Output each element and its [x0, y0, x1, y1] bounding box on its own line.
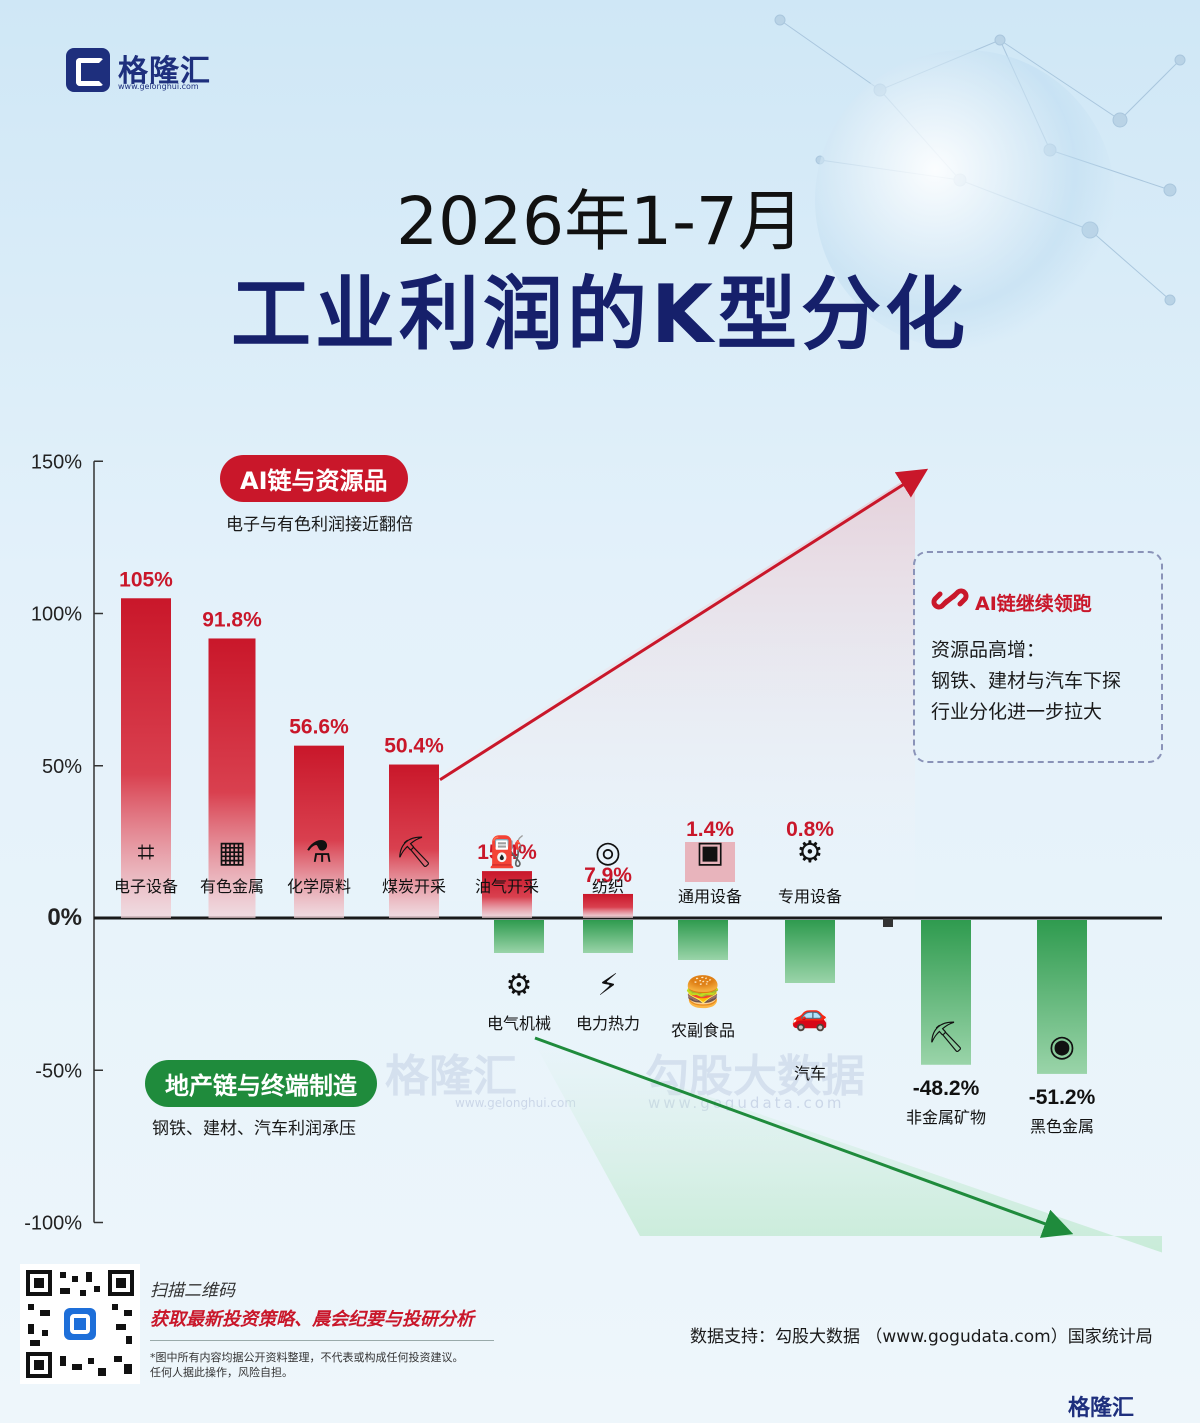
robot-arm-icon: ⚙: [797, 835, 824, 870]
bar-汽车: [785, 920, 835, 983]
category-label: 汽车: [794, 1064, 826, 1083]
logo-icon: [66, 48, 110, 92]
footer-scan: 扫描二维码: [150, 1281, 235, 1301]
category-label: 化学原料: [287, 877, 351, 896]
brand-logo: 格隆汇 www.gelonghui.com: [66, 46, 226, 96]
group-pill-down: 地产链与终端制造: [145, 1060, 377, 1107]
category-label: 有色金属: [200, 877, 264, 896]
group-subtitle-up: 电子与有色利润接近翻倍: [226, 515, 413, 535]
bar-电力热力: [583, 920, 633, 953]
spool-icon: ◎: [595, 835, 621, 870]
coal-cart-icon: ⛏: [395, 835, 433, 870]
machine-icon: ▣: [696, 835, 724, 870]
category-label: 非金属矿物: [906, 1108, 986, 1127]
group-subtitle-down: 钢铁、建材、汽车利润承压: [152, 1119, 356, 1139]
watermark-brand-url: www.gelonghui.com: [455, 1096, 577, 1110]
bar-chart: 150% 100% 50% 0% -50% -100% 105% ⌗ 电子设备 91.8% ▦ 有色…: [24, 451, 1162, 1253]
value-label: 0.8%: [786, 818, 834, 841]
note-box: AI链继续领跑 资源品高增： 钢铁、建材与汽车下探 行业分化进一步拉大: [913, 551, 1163, 763]
value-label: 7.9%: [584, 864, 632, 887]
category-label: 煤炭开采: [382, 877, 446, 896]
footer-cta: 获取最新投资策略、晨会纪要与投研分析: [150, 1309, 474, 1330]
bar-电气机械: [494, 920, 544, 953]
motor-icon: ⚙: [506, 968, 533, 1003]
footer-disclaimer-line: 任何人据此操作，风险自担。: [150, 1366, 293, 1379]
steel-roll-icon: ◉: [1049, 1029, 1075, 1064]
car-icon: 🚗: [791, 998, 828, 1033]
category-label: 电子设备: [114, 877, 178, 896]
y-tick-label: 100%: [31, 604, 82, 626]
flask-icon: ⚗: [306, 835, 333, 870]
value-label: 56.6%: [289, 716, 349, 739]
bar-农副食品: [678, 920, 728, 960]
up-trend-arrow: [439, 468, 929, 782]
up-trend-shade: [430, 473, 915, 918]
group-pill-up: AI链与资源品: [220, 455, 408, 502]
bar-油气开采: [482, 871, 532, 918]
value-label: 1.4%: [686, 818, 734, 841]
category-label: 电力热力: [576, 1014, 640, 1033]
y-tick-label: -50%: [35, 1060, 82, 1082]
note-line: 资源品高增：: [931, 639, 1046, 661]
watermark-brand: 格隆汇: [385, 1051, 517, 1102]
y-tick-label: 0%: [47, 904, 82, 931]
logo-url: www.gelonghui.com: [118, 82, 199, 91]
category-label: 黑色金属: [1030, 1117, 1094, 1136]
category-label: 纺织: [592, 877, 624, 896]
chip-icon: ⌗: [138, 835, 155, 870]
title-period: 2026年1-7月: [396, 183, 804, 260]
down-trend-arrow: [534, 1036, 1074, 1238]
category-label: 油气开采: [475, 877, 539, 896]
note-title: AI链继续领跑: [975, 593, 1092, 615]
bar-非金属矿物: [921, 920, 971, 1065]
title-main: 工业利润的K型分化: [231, 268, 969, 361]
note-line: 钢铁、建材与汽车下探: [931, 670, 1122, 692]
value-label: 50.4%: [384, 735, 444, 758]
category-label: 通用设备: [678, 887, 742, 906]
bar-纺织: [583, 893, 633, 918]
bar-黑色金属: [1037, 920, 1087, 1074]
y-tick-label: 50%: [42, 756, 82, 778]
category-label: 电气机械: [487, 1014, 551, 1033]
down-trend-shade: [530, 1035, 1162, 1253]
ingots-icon: ▦: [218, 835, 246, 870]
link-icon: [931, 588, 969, 610]
category-label: 专用设备: [778, 887, 842, 906]
qr-code[interactable]: [20, 1264, 140, 1384]
oil-pump-icon: ⛽: [488, 834, 525, 870]
bar-有色金属: [208, 638, 256, 918]
globe-decoration: [815, 50, 1115, 350]
bar-marker-zero: [883, 918, 893, 927]
value-label: 15.4%: [477, 841, 537, 864]
bar-small-通用设备: [685, 842, 735, 882]
mineral-cart-icon: ⛏: [927, 1020, 965, 1055]
footer-divider: [150, 1340, 494, 1341]
value-label: 91.8%: [202, 608, 262, 631]
footer-source: 数据支持：勾股大数据 （www.gogudata.com）国家统计局: [690, 1327, 1153, 1347]
corner-logo: 格隆汇: [1068, 1396, 1135, 1421]
value-label: -48.2%: [913, 1077, 980, 1100]
value-label: -51.2%: [1029, 1086, 1096, 1109]
logo-name: 格隆汇: [118, 54, 211, 89]
power-tower-icon: ⚡: [597, 968, 618, 1003]
footer-disclaimer: *图中所有内容均据公开资料整理，不代表或构成任何投资建议。 任何人据此操作，风险…: [150, 1350, 510, 1380]
y-tick-label: -100%: [24, 1213, 82, 1235]
note-body: 资源品高增： 钢铁、建材与汽车下探 行业分化进一步拉大: [931, 635, 1155, 728]
y-tick-label: 150%: [31, 451, 82, 473]
bar-煤炭开采: [389, 764, 439, 918]
note-line: 行业分化进一步拉大: [931, 701, 1103, 723]
footer-disclaimer-line: *图中所有内容均据公开资料整理，不代表或构成任何投资建议。: [150, 1351, 464, 1364]
bar-电子设备: [121, 598, 171, 918]
value-label: 105%: [119, 568, 173, 591]
bar-化学原料: [294, 745, 344, 918]
category-label: 农副食品: [671, 1021, 735, 1040]
food-icon: 🍔: [684, 974, 721, 1010]
